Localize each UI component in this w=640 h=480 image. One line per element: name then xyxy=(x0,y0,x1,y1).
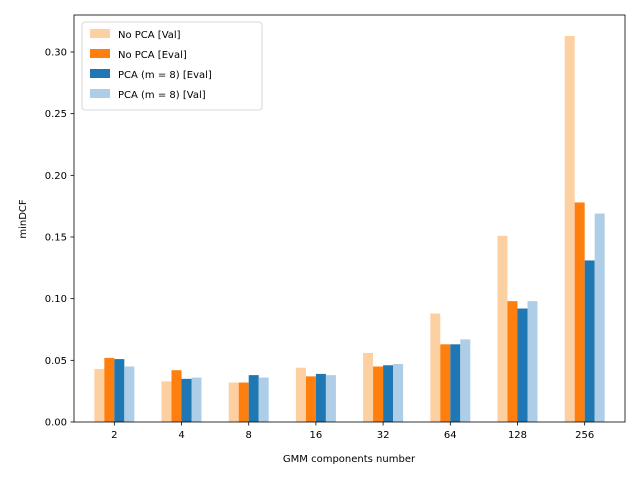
bar-128-series-1 xyxy=(497,235,508,422)
bar-64-series-1 xyxy=(430,313,441,422)
bar-256-series-4 xyxy=(594,213,605,422)
bar-256-series-2 xyxy=(574,202,585,422)
legend-label: PCA (m = 8) [Eval] xyxy=(118,70,212,81)
y-tick-label: 0.05 xyxy=(45,356,67,367)
bar-64-series-4 xyxy=(460,339,471,422)
plot-frame xyxy=(73,14,626,423)
bar-16-series-4 xyxy=(325,375,336,422)
bar-256-series-1 xyxy=(564,35,575,422)
x-tick-label: 32 xyxy=(377,430,390,441)
bar-2-series-4 xyxy=(124,366,135,422)
y-tick-label: 0.20 xyxy=(45,171,67,182)
bar-2-series-1 xyxy=(94,368,105,422)
bar-8-series-4 xyxy=(258,377,269,422)
x-axis-label: GMM components number xyxy=(283,454,416,465)
bar-32-series-3 xyxy=(383,365,394,422)
bar-8-series-1 xyxy=(228,382,239,422)
legend-swatch xyxy=(90,49,110,58)
legend-frame xyxy=(81,21,263,111)
legend: No PCA [Val] No PCA [Eval] PCA (m = 8) [Ev… xyxy=(81,21,263,111)
bar-16-series-3 xyxy=(315,373,326,422)
bar-256-series-3 xyxy=(584,260,595,422)
y-tick-label: 0.00 xyxy=(45,418,67,429)
x-tick-label: 4 xyxy=(178,430,184,441)
bar-64-series-2 xyxy=(440,344,451,422)
y-tick-label: 0.30 xyxy=(45,48,67,59)
bars-layer xyxy=(94,35,605,422)
bar-32-series-1 xyxy=(363,352,374,422)
bar-2-series-2 xyxy=(104,357,115,422)
bar-2-series-3 xyxy=(114,359,125,422)
x-tick-label: 2 xyxy=(111,430,117,441)
legend-label: No PCA [Val] xyxy=(118,30,181,41)
bar-128-series-3 xyxy=(517,308,528,422)
legend-label: PCA (m = 8) [Val] xyxy=(118,90,206,101)
bar-32-series-4 xyxy=(393,364,404,422)
bar-128-series-4 xyxy=(527,301,538,422)
x-tick-label: 256 xyxy=(575,430,594,441)
y-tick-label: 0.15 xyxy=(45,233,67,244)
legend-swatch xyxy=(90,89,110,98)
bar-8-series-2 xyxy=(238,382,249,422)
axes-layer: 2 4 8 16 32 64 128 256 0.00 0.05 0.10 0.15 0.20 0.25 0… xyxy=(45,14,626,441)
bar-128-series-2 xyxy=(507,301,518,422)
x-tick-label: 8 xyxy=(246,430,252,441)
x-tick-label: 16 xyxy=(310,430,323,441)
bar-8-series-3 xyxy=(248,375,259,422)
legend-swatch xyxy=(90,69,110,78)
bar-64-series-3 xyxy=(450,344,461,422)
y-axis-label: minDCF xyxy=(18,199,29,239)
bar-4-series-1 xyxy=(161,381,172,422)
bar-16-series-1 xyxy=(295,367,306,422)
bar-32-series-2 xyxy=(373,366,384,422)
x-tick-label: 64 xyxy=(444,430,457,441)
bar-4-series-3 xyxy=(181,378,192,422)
bar-16-series-2 xyxy=(305,376,316,422)
bar-4-series-2 xyxy=(171,370,182,422)
bar-4-series-4 xyxy=(191,377,202,422)
legend-label: No PCA [Eval] xyxy=(118,50,187,61)
y-tick-label: 0.25 xyxy=(45,109,67,120)
x-tick-label: 128 xyxy=(508,430,527,441)
y-tick-label: 0.10 xyxy=(45,294,67,305)
legend-swatch xyxy=(90,29,110,38)
